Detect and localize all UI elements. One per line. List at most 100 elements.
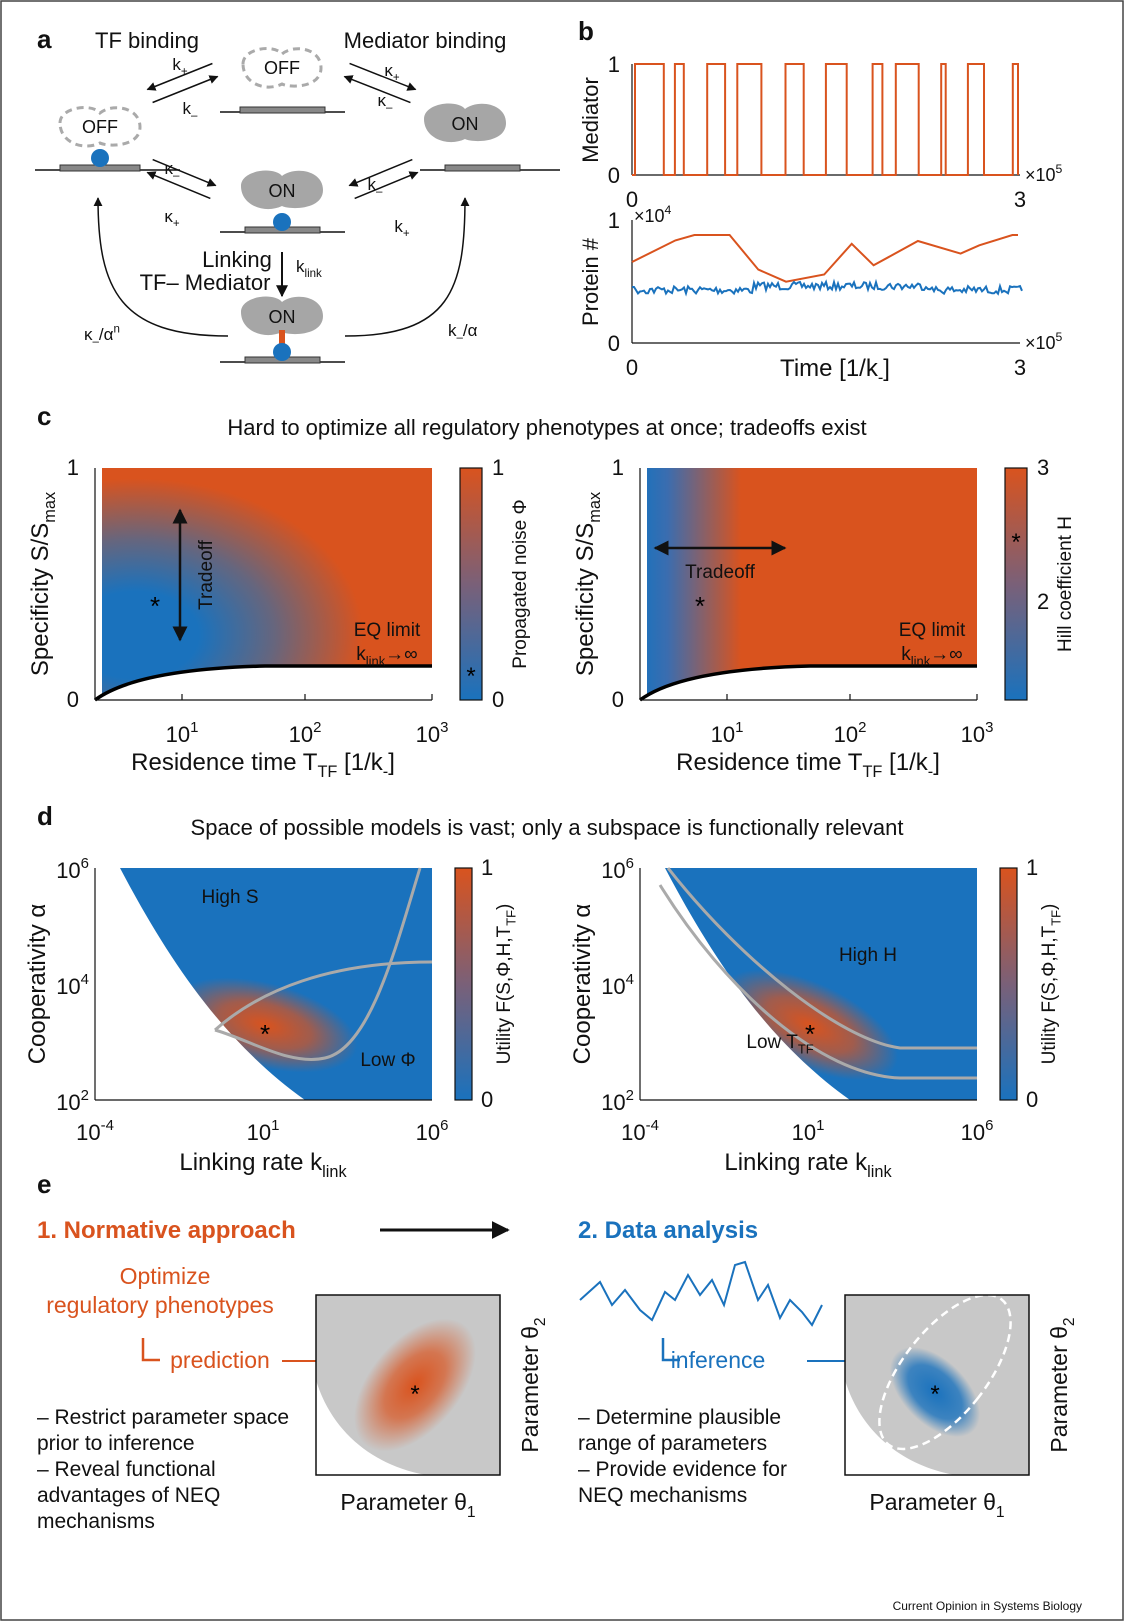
text-part: 10: [961, 722, 985, 747]
subscript: –: [173, 170, 180, 182]
text-part: Residence time T: [131, 749, 318, 776]
tick-label: 101: [711, 719, 744, 747]
tick-label: 102: [289, 719, 322, 747]
superscript: 4: [665, 203, 672, 217]
label: inference: [671, 1347, 766, 1373]
text-part: Specificity S/S: [27, 523, 54, 676]
arrow: [343, 75, 411, 104]
rate-label: k–/α: [448, 321, 478, 344]
contour: [658, 884, 977, 1080]
text-part: Low T: [746, 1032, 798, 1053]
superscript: -4: [646, 1117, 659, 1134]
subscript: –: [386, 102, 393, 114]
tick-label: 1: [67, 455, 79, 480]
superscript: 6: [626, 855, 634, 872]
text-part: /α: [99, 325, 114, 344]
panel-label: a: [37, 24, 52, 54]
text-part: 3: [1037, 455, 1049, 480]
excluded-region: [845, 1380, 955, 1475]
label: prediction: [170, 1347, 270, 1373]
tick-label: 103: [961, 719, 994, 747]
text-part: 0: [612, 687, 624, 712]
protein-trace: [631, 234, 1018, 283]
tick-label: 1: [608, 52, 620, 77]
text-part: 10: [601, 1090, 625, 1115]
tick-label: 101: [792, 1117, 825, 1145]
marker-star: *: [695, 591, 705, 621]
tf: [273, 343, 291, 361]
text-part: 0: [492, 687, 504, 712]
tick-label: 101: [166, 719, 199, 747]
text-part: c: [37, 401, 51, 431]
text-part: k: [368, 175, 377, 194]
axis-label: Parameter θ1: [869, 1489, 1004, 1521]
superscript: 1: [271, 1117, 279, 1134]
text-part: 2. Data analysis: [578, 1217, 758, 1244]
superscript: 6: [440, 1117, 448, 1134]
rate-label: klink: [296, 257, 322, 280]
text-part: – Restrict parameter space: [37, 1406, 289, 1429]
tick-label: 102: [834, 719, 867, 747]
text-part: ]: [933, 749, 940, 776]
tick-label: 10-4: [76, 1117, 114, 1145]
text-part: 1: [1026, 855, 1038, 880]
rate-label: κ–/αn: [84, 323, 120, 348]
annotation: klink→∞: [901, 644, 962, 669]
annotation: Low TTF: [746, 1032, 813, 1057]
text-part: Hard to optimize all regulatory phenotyp…: [227, 415, 866, 440]
tick-label: 104: [56, 971, 89, 999]
subscript: –: [191, 110, 198, 122]
marker-star: *: [930, 1381, 939, 1408]
text-part: Specificity S/S: [572, 523, 599, 676]
text-part: κ: [384, 61, 393, 80]
rate-label: k+: [394, 217, 410, 240]
text-part: 0: [1026, 1087, 1038, 1112]
return-arrow: [344, 197, 470, 337]
bullet: range of parameters: [578, 1432, 767, 1455]
rate-label: k–: [368, 175, 384, 198]
text-part: 0: [626, 355, 638, 380]
text-part: [1/k: [337, 749, 383, 776]
panel-label: e: [37, 1169, 51, 1199]
colorbar-label: Propagated noise Φ: [510, 499, 531, 668]
text-part: e: [37, 1169, 51, 1199]
text-part: ×10: [1025, 333, 1056, 353]
tick-label: 102: [601, 1087, 634, 1115]
rate-label: κ–: [378, 91, 394, 114]
subscript: max: [586, 492, 604, 523]
text-part: k: [901, 644, 911, 665]
text-part: 10: [416, 722, 440, 747]
text-part: 0: [481, 1087, 493, 1112]
arrow: [152, 75, 219, 104]
subscript: +: [393, 72, 400, 84]
superscript: 2: [626, 1087, 634, 1104]
subscript: -: [878, 369, 883, 387]
arrow: [348, 158, 413, 187]
text-part: Propagated noise Φ: [510, 499, 531, 668]
annotation: High H: [839, 945, 897, 966]
text-part: 10: [961, 1120, 985, 1145]
arrow: [146, 62, 213, 91]
text-part: 1: [608, 52, 620, 77]
subscript: link: [867, 1163, 892, 1181]
tick-label: 103: [416, 719, 449, 747]
binding-site: [239, 106, 326, 114]
colorbar: [454, 867, 473, 1101]
posterior: [890, 1347, 980, 1437]
bullet: prior to inference: [37, 1432, 195, 1455]
text-part: OFF: [264, 58, 300, 78]
arrow: [354, 171, 419, 200]
tick-label: 3: [1014, 355, 1026, 380]
text-part: Tradeoff: [685, 562, 755, 583]
subscript: 1: [467, 1504, 476, 1521]
colorbar-tick: 0: [492, 687, 504, 712]
text-part: 3: [1014, 187, 1026, 212]
bullet: – Reveal functional: [37, 1458, 216, 1481]
state: OFF: [82, 117, 118, 137]
text-part: High S: [201, 887, 258, 908]
colorbar-tick: 1: [1026, 855, 1038, 880]
prior-outline: [878, 1293, 1012, 1451]
panel-label: d: [37, 801, 53, 831]
text-part: mechanisms: [37, 1510, 155, 1533]
